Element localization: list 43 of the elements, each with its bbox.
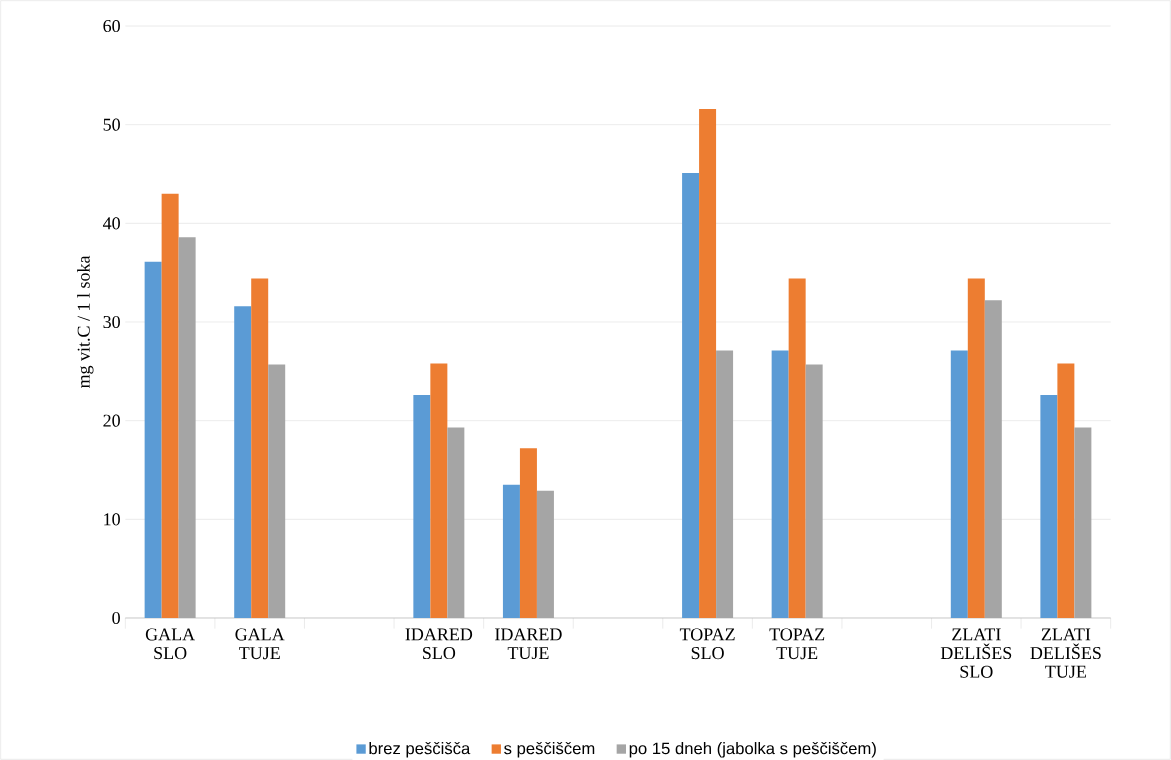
- x-tick-label: IDARED SLO: [405, 628, 473, 660]
- bar: [519, 448, 537, 618]
- x-tick-label: GALA TUJE: [235, 628, 285, 660]
- bar: [144, 261, 162, 618]
- bar: [716, 350, 734, 618]
- y-axis-title: mg vit.C / 1 l soka: [77, 255, 94, 389]
- bar: [950, 350, 968, 618]
- bar: [251, 278, 269, 618]
- bar: [413, 395, 431, 618]
- legend-label: po 15 dneh (jabolka s peščiščem): [629, 741, 876, 758]
- x-tick-label: ZLATI DELIŠES SLO: [940, 628, 1012, 678]
- x-tick-label: IDARED TUJE: [495, 628, 562, 660]
- bar: [234, 306, 252, 618]
- bar: [805, 364, 823, 618]
- y-tick-label: 50: [103, 118, 120, 131]
- y-tick-label: 30: [103, 315, 120, 329]
- bar: [771, 350, 789, 618]
- x-tick-label: ZLATI DELIŠES TUJE: [1030, 628, 1101, 678]
- bar: [1074, 427, 1092, 618]
- x-tick-label: GALA SLO: [145, 628, 195, 660]
- y-tick-label: 20: [103, 414, 120, 427]
- x-tick-label: TOPAZ SLO: [679, 628, 735, 660]
- bar: [1040, 395, 1058, 618]
- legend-label: brez peščišča: [369, 741, 471, 758]
- bar: [536, 490, 554, 618]
- y-tick-label: 10: [104, 513, 120, 526]
- bar: [447, 427, 465, 618]
- bar: [682, 173, 700, 618]
- bar: [699, 108, 717, 618]
- y-tick-label: 60: [103, 19, 120, 33]
- bar: [1057, 363, 1075, 618]
- bar: [161, 193, 179, 618]
- x-tick-label: TOPAZ TUJE: [769, 628, 825, 660]
- bar: [268, 364, 286, 618]
- bar: [430, 363, 448, 618]
- bar: [984, 300, 1002, 618]
- bar: [502, 484, 520, 618]
- legend-label: s peščiščem: [504, 741, 595, 758]
- bar: [178, 237, 196, 618]
- bar: [967, 278, 985, 618]
- y-tick-label: 0: [112, 611, 120, 625]
- y-tick-label: 40: [102, 217, 120, 230]
- bar: [788, 278, 806, 618]
